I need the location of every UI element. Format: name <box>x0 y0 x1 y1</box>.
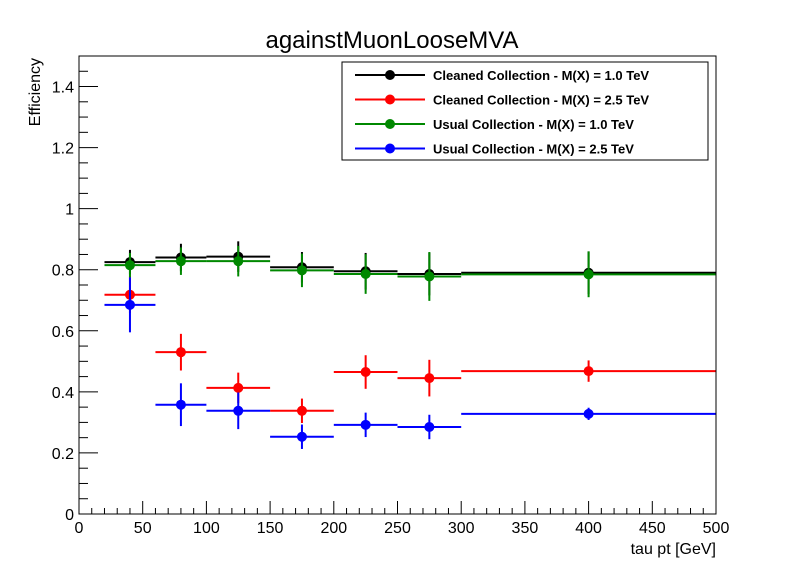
y-tick-label: 1.2 <box>52 141 74 158</box>
data-point <box>175 256 186 267</box>
x-axis-label: tau pt [GeV] <box>631 541 716 558</box>
y-tick-label: 0.2 <box>52 446 74 463</box>
data-point <box>296 405 307 416</box>
plot-frame <box>78 55 717 515</box>
x-tick-label: 350 <box>512 520 539 537</box>
data-point <box>360 419 371 430</box>
data-point <box>296 431 307 442</box>
data-point <box>124 299 135 310</box>
data-point <box>233 382 244 393</box>
chart-title: againstMuonLooseMVA <box>265 27 518 54</box>
legend-marker <box>385 70 395 80</box>
x-tick-label: 100 <box>193 520 220 537</box>
legend-marker <box>385 119 395 129</box>
data-point <box>583 269 594 280</box>
legend-label: Usual Collection - M(X) = 2.5 TeV <box>433 142 634 157</box>
x-tick-label: 300 <box>448 520 475 537</box>
y-tick-label: 0.6 <box>52 324 74 341</box>
y-tick-label: 1 <box>65 202 74 219</box>
y-tick-label: 1.4 <box>52 80 74 97</box>
data-point <box>360 269 371 280</box>
data-point <box>296 265 307 276</box>
data-point <box>175 399 186 410</box>
data-point <box>233 256 244 267</box>
y-axis-label: Efficiency <box>27 58 44 126</box>
legend-label: Usual Collection - M(X) = 1.0 TeV <box>433 117 634 132</box>
y-tick-label: 0.8 <box>52 263 74 280</box>
x-tick-label: 500 <box>703 520 730 537</box>
x-tick-label: 200 <box>320 520 347 537</box>
data-point <box>175 347 186 358</box>
data-point <box>424 271 435 282</box>
series-4 <box>104 277 716 449</box>
data-point <box>233 405 244 416</box>
legend-marker <box>385 94 395 105</box>
y-tick-label: 0.4 <box>52 385 74 402</box>
legend-marker <box>385 143 395 154</box>
x-tick-label: 250 <box>384 520 411 537</box>
legend: Cleaned Collection - M(X) = 1.0 TeV Clean… <box>341 61 709 161</box>
legend-label: Cleaned Collection - M(X) = 2.5 TeV <box>433 93 649 108</box>
x-tick-label: 400 <box>575 520 602 537</box>
data-point <box>360 367 371 378</box>
legend-box <box>341 61 709 161</box>
x-tick-label: 150 <box>257 520 284 537</box>
legend-label: Cleaned Collection - M(X) = 1.0 TeV <box>433 68 649 83</box>
data-point <box>583 366 594 377</box>
x-tick-label: 450 <box>639 520 666 537</box>
data-point <box>424 421 435 432</box>
series-3 <box>104 245 716 301</box>
y-tick-label: 0 <box>65 507 74 524</box>
data-point <box>583 408 594 419</box>
x-tick-label: 0 <box>75 520 84 537</box>
data-point <box>124 260 135 271</box>
x-tick-label: 50 <box>134 520 152 537</box>
data-point <box>424 373 435 384</box>
